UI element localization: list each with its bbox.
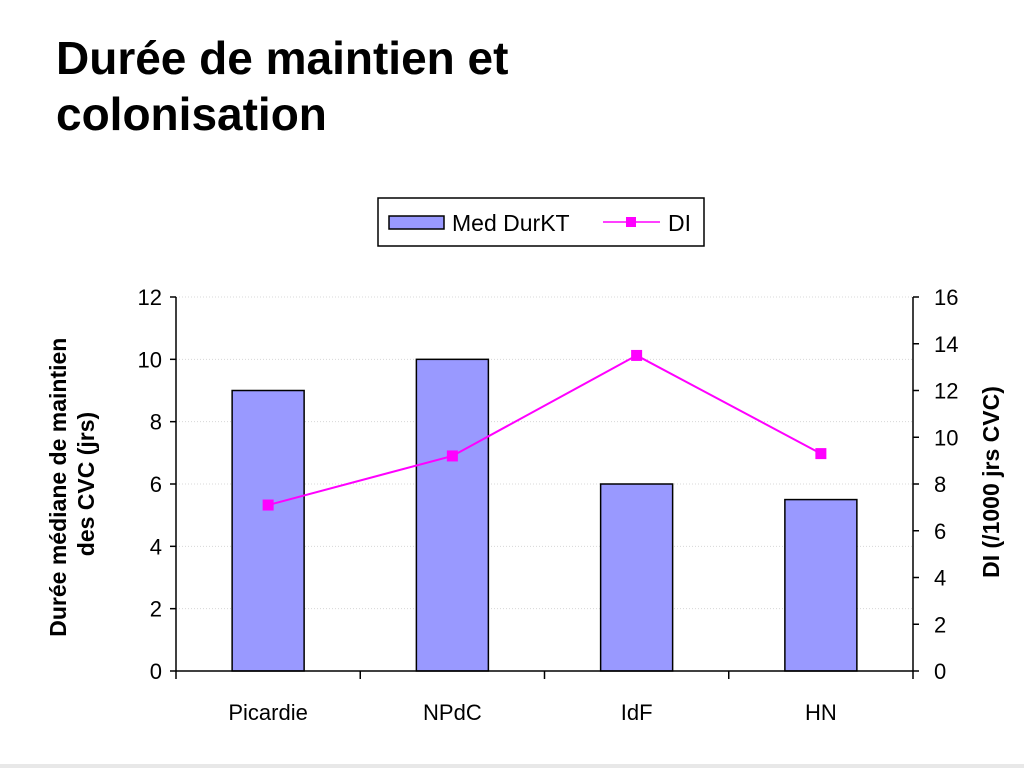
right-tick-label: 6: [934, 519, 946, 544]
footer-divider: [0, 764, 1024, 768]
right-tick-label: 4: [934, 566, 946, 591]
di-marker: [815, 448, 827, 460]
legend-label-line: DI: [668, 210, 691, 236]
category-axis-ticks: Picardie NPdC IdF HN: [175, 671, 914, 725]
right-axis-title: DI (/1000 jrs CVC): [978, 386, 1004, 578]
right-tick-label: 16: [934, 285, 958, 310]
left-tick-label: 0: [150, 659, 162, 684]
left-tick-label: 8: [150, 410, 162, 435]
left-tick-label: 10: [138, 347, 162, 372]
legend-label-bar: Med DurKT: [452, 210, 570, 236]
right-tick-label: 14: [934, 332, 958, 357]
di-marker: [446, 450, 458, 462]
legend-bar-swatch: [388, 215, 445, 230]
category-label: HN: [805, 700, 837, 725]
right-axis-ticks: 0 2 4 6 8 10 12 14 16: [913, 285, 958, 684]
left-axis-title: Durée médiane de maintien des CVC (jrs): [45, 331, 99, 636]
di-line: [267, 354, 822, 507]
bar: [231, 389, 305, 672]
category-label: IdF: [621, 700, 653, 725]
left-axis-ticks: 0 2 4 6 8 10 12: [138, 285, 176, 684]
left-axis-title-line-2: des CVC (jrs): [73, 412, 99, 556]
legend-line-marker: [626, 217, 636, 227]
right-tick-label: 12: [934, 379, 958, 404]
right-tick-label: 2: [934, 612, 946, 637]
slide-title-line-2: colonisation: [56, 88, 327, 140]
bar: [599, 483, 674, 672]
left-tick-label: 4: [150, 534, 162, 559]
left-tick-label: 12: [138, 285, 162, 310]
right-tick-label: 8: [934, 472, 946, 497]
di-marker: [631, 349, 643, 361]
category-label: Picardie: [228, 700, 307, 725]
bar-series: [231, 358, 858, 672]
category-label: NPdC: [423, 700, 482, 725]
chart-legend: Med DurKT DI: [377, 197, 705, 247]
bar: [784, 498, 858, 672]
line-series: [262, 349, 827, 511]
left-tick-label: 2: [150, 597, 162, 622]
slide-title-line-1: Durée de maintien et: [56, 32, 509, 84]
left-tick-label: 6: [150, 472, 162, 497]
right-tick-label: 10: [934, 425, 958, 450]
slide-title: Durée de maintien et colonisation: [56, 30, 756, 142]
di-marker: [262, 499, 274, 511]
left-axis-title-line-1: Durée médiane de maintien: [45, 338, 71, 637]
right-tick-label: 0: [934, 659, 946, 684]
bar: [415, 358, 490, 672]
